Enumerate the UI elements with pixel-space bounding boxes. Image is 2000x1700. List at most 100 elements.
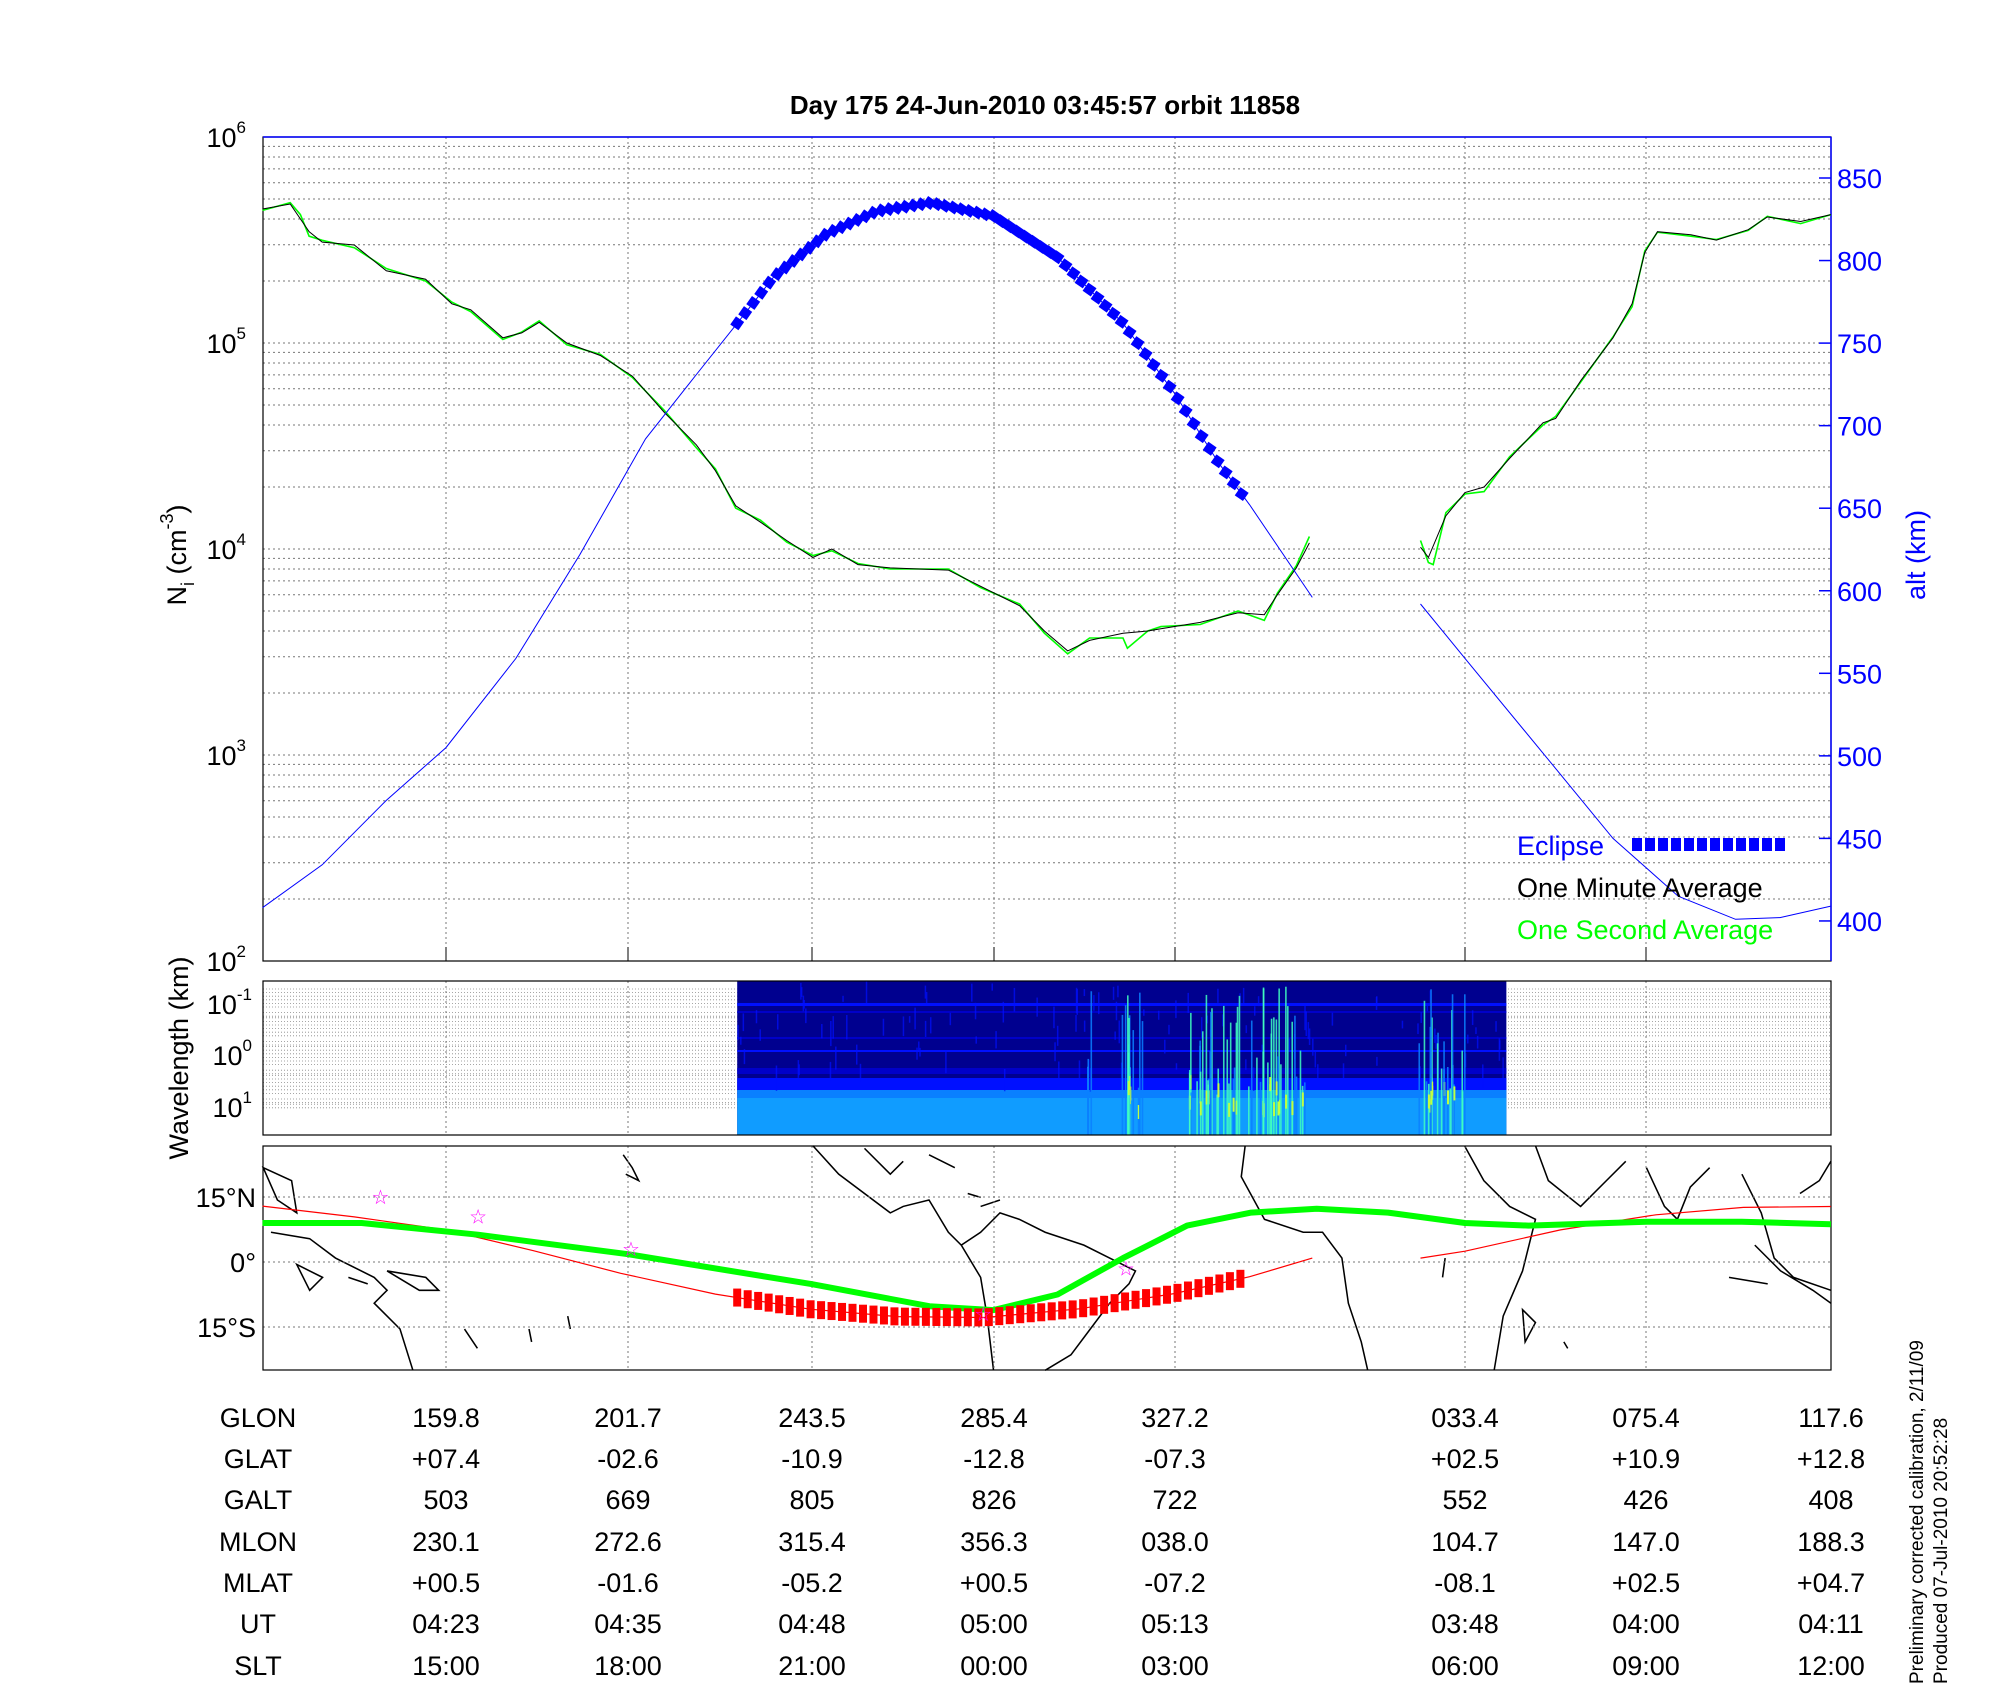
table-cell: 075.4 (1612, 1403, 1680, 1433)
heatmap-burst-peak (1431, 1081, 1434, 1096)
eclipse-track-marker (1204, 1276, 1213, 1295)
heatmap-burst (1216, 1094, 1218, 1135)
heatmap-cell (1434, 1028, 1436, 1043)
y2-tick-label: 500 (1837, 742, 1882, 772)
ephemeris-table: GLON 159.8 201.7 243.5 285.4 327.2 033.4 075.4 1… (219, 1403, 1865, 1681)
y-tick-label: 100 (212, 1036, 252, 1071)
y-tick-label: 10-1 (207, 985, 252, 1020)
y-label-subscript: i (178, 582, 198, 586)
legend-eclipse-marker (1697, 838, 1707, 851)
heatmap-burst (1229, 1022, 1232, 1135)
heatmap-burst (1453, 1084, 1455, 1135)
table-row: SLT 15:00 18:00 21:00 00:00 03:00 06:00 09:00 12… (234, 1651, 1865, 1681)
heatmap-burst (1301, 1085, 1304, 1135)
heatmap-cell (775, 1065, 778, 1091)
eclipse-marker (1090, 290, 1105, 305)
heatmap-burst (1423, 1000, 1426, 1135)
heatmap-cell (835, 1046, 837, 1070)
heatmap-burst (1090, 991, 1093, 1135)
eclipse-marker (1194, 429, 1209, 444)
heatmap-burst (1217, 1068, 1220, 1135)
eclipse-marker (1098, 298, 1113, 313)
heatmap-burst (1190, 1092, 1192, 1135)
heatmap-burst-peak (1301, 1092, 1304, 1107)
heatmap-cell (1206, 1015, 1209, 1024)
eclipse-track-marker (827, 1302, 836, 1321)
heatmap-cell (1056, 1025, 1059, 1046)
y-tick-base: 10 (206, 123, 236, 153)
eclipse-track-marker (848, 1303, 857, 1322)
heatmap-cell (1376, 1056, 1378, 1066)
legend-eclipse-marker (1736, 838, 1746, 851)
heatmap-burst (1141, 1021, 1144, 1135)
table-row: UT 04:23 04:35 04:48 05:00 05:13 03:48 04:00 04:… (240, 1609, 1864, 1639)
eclipse-track-marker (953, 1308, 962, 1327)
eclipse-marker (1066, 266, 1081, 281)
table-row: MLON 230.1 272.6 315.4 356.3 038.0 104.7 147.0 1… (219, 1527, 1865, 1557)
heatmap-burst (1451, 994, 1454, 1135)
heatmap-burst-peak (1137, 1104, 1140, 1119)
eclipse-track-marker (806, 1300, 815, 1319)
y2-tick-label: 700 (1837, 412, 1882, 442)
star-marker-icon: ☆ (372, 1187, 390, 1209)
heatmap-cell (1304, 1005, 1306, 1031)
y-tick-base: 10 (206, 741, 236, 771)
heatmap-cell (1036, 997, 1038, 1017)
y2-tick-label: 650 (1837, 494, 1882, 524)
table-cell: 826 (971, 1485, 1016, 1515)
heatmap-cell (1417, 1023, 1419, 1035)
eclipse-marker (794, 247, 809, 262)
eclipse-marker (1170, 391, 1185, 406)
eclipse-marker (1218, 465, 1233, 480)
y-tick-exponent: 3 (237, 736, 246, 755)
eclipse-marker (762, 275, 777, 290)
heatmap-cell (974, 1002, 977, 1020)
legend-eclipse-marker (1723, 838, 1733, 851)
table-cell: 104.7 (1431, 1527, 1499, 1557)
eclipse-marker (906, 198, 921, 213)
heatmap-burst-peak (1269, 1077, 1272, 1092)
table-cell: 327.2 (1141, 1403, 1209, 1433)
y-tick-base: 10 (206, 329, 236, 359)
eclipse-marker (746, 295, 761, 310)
y-tick-base: 10 (212, 1093, 242, 1123)
heatmap-burst-peak (1446, 1090, 1449, 1105)
heatmap-burst (1235, 1022, 1238, 1135)
eclipse-marker (1122, 325, 1137, 340)
table-cell: 722 (1152, 1485, 1197, 1515)
heatmap-burst (1139, 992, 1141, 1135)
eclipse-track-marker (879, 1306, 888, 1325)
y-tick-base: 10 (206, 947, 236, 977)
eclipse-marker (1178, 403, 1193, 418)
eclipse-track-marker (963, 1308, 972, 1327)
heatmap-cell (803, 999, 805, 1009)
heatmap-burst (1269, 1084, 1271, 1135)
eclipse-track-marker (890, 1307, 899, 1326)
heatmap-burst (1291, 1021, 1294, 1135)
eclipse-track-marker (1215, 1274, 1224, 1293)
heatmap-cell (924, 985, 927, 999)
table-cell: 04:23 (412, 1609, 480, 1639)
heatmap-cell (1305, 1011, 1308, 1037)
heatmap-cell (1242, 987, 1245, 1004)
heatmap-cell (918, 1041, 920, 1051)
heatmap-cell (1317, 1064, 1319, 1080)
table-cell: +12.8 (1797, 1444, 1865, 1474)
y-tick-exponent: 0 (243, 1036, 252, 1055)
eclipse-marker (1050, 250, 1065, 265)
table-cell: 188.3 (1797, 1527, 1865, 1557)
y-tick-label: 101 (212, 1088, 252, 1123)
heatmap-cell (846, 1015, 848, 1040)
heatmap-cell (1471, 1010, 1474, 1026)
eclipse-track-marker (1225, 1272, 1234, 1291)
table-cell: 315.4 (778, 1527, 846, 1557)
table-cell: -01.6 (597, 1568, 659, 1598)
heatmap-cell (755, 1010, 758, 1024)
eclipse-track-marker (1005, 1306, 1014, 1325)
eclipse-track-marker (858, 1304, 867, 1323)
table-cell: +02.5 (1612, 1568, 1680, 1598)
eclipse-track-marker (1142, 1289, 1151, 1308)
heatmap-cell (945, 1049, 947, 1074)
heatmap-burst-peak (1430, 1090, 1433, 1105)
